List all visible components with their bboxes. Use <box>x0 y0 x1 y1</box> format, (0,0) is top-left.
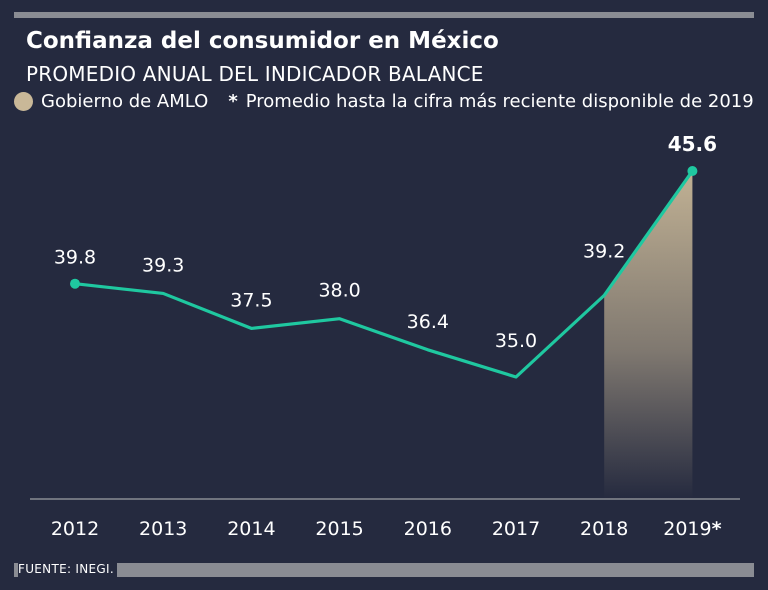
source-bar <box>14 563 754 577</box>
x-tick-label-2012: 2012 <box>51 518 99 540</box>
data-label-2016: 36.4 <box>407 311 449 333</box>
x-tick-label-2016: 2016 <box>404 518 452 540</box>
data-label-2018: 39.2 <box>583 240 625 262</box>
source-note: FUENTE: INEGI. <box>18 562 117 577</box>
amlo-shaded-area <box>604 171 693 499</box>
legend-note: Promedio hasta la cifra más reciente dis… <box>245 91 754 112</box>
top-rule <box>14 12 754 18</box>
data-point-2019 <box>687 166 698 176</box>
x-tick-label-2015: 2015 <box>315 518 363 540</box>
data-label-2014: 37.5 <box>230 289 272 311</box>
x-tick-label-2017: 2017 <box>492 518 540 540</box>
x-tick-label-2018: 2018 <box>580 518 628 540</box>
x-tick-label-2014: 2014 <box>227 518 275 540</box>
chart-title: Confianza del consumidor en México <box>26 28 499 54</box>
x-tick-label-2019: 2019* <box>663 518 721 540</box>
legend-label-amlo: Gobierno de AMLO <box>41 91 209 112</box>
series-line <box>73 169 695 379</box>
data-label-2017: 35.0 <box>495 330 537 352</box>
x-tick-label-2013: 2013 <box>139 518 187 540</box>
data-label-2012: 39.8 <box>54 247 96 269</box>
data-point-2012 <box>70 278 80 289</box>
legend-swatch <box>14 92 33 111</box>
legend: Gobierno de AMLO * Promedio hasta la cif… <box>14 91 754 112</box>
data-label-2019: 45.6 <box>668 132 717 156</box>
data-label-2015: 38.0 <box>318 280 360 302</box>
data-label-2013: 39.3 <box>142 254 184 276</box>
chart-subtitle: PROMEDIO ANUAL DEL INDICADOR BALANCE <box>26 62 484 86</box>
legend-asterisk: * <box>228 91 238 112</box>
